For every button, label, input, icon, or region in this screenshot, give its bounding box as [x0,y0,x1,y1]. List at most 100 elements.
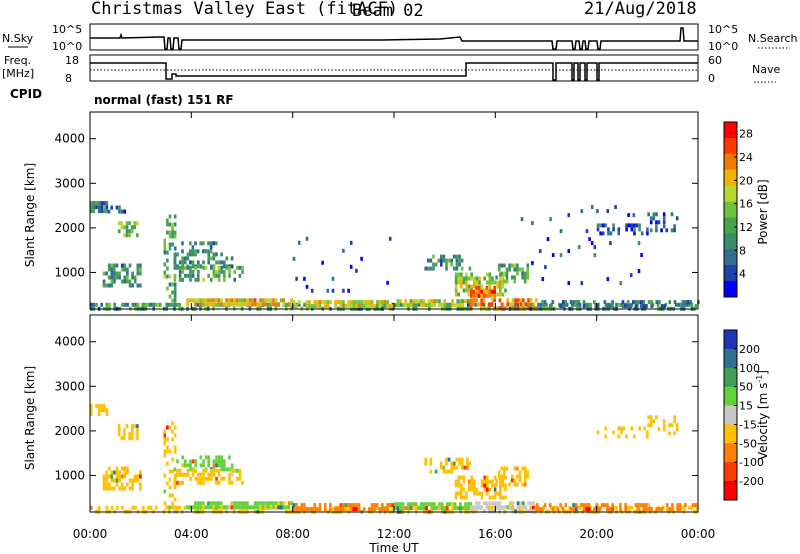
data-cell [362,300,366,305]
data-cell [217,459,221,464]
data-cell [212,302,215,307]
data-cell [212,472,216,477]
data-cell [455,258,459,263]
data-cell [230,472,234,477]
data-cell [626,300,630,305]
data-cell [204,265,208,270]
data-cell [522,298,525,303]
data-cell [282,298,286,303]
data-cell [102,474,106,479]
data-cell [201,501,205,506]
data-cell [524,302,528,307]
data-cell [460,266,464,271]
data-cell [521,482,524,487]
data-cell [282,505,286,510]
data-cell [178,260,182,265]
data-cell [603,503,607,508]
data-cell [511,302,515,307]
data-cell [462,479,466,484]
data-cell [643,426,647,431]
data-cell [230,264,234,269]
data-cell [582,503,586,508]
data-cell [274,298,278,303]
colorbar-tick-label: 4 [739,268,746,281]
data-cell [493,298,496,303]
data-cell [466,457,469,462]
data-cell [488,487,492,492]
power-colorbar-label: Power [dB] [756,179,770,244]
data-cell [194,298,197,303]
data-cell [220,505,223,510]
data-cell [123,275,127,280]
data-cell [607,231,610,236]
data-cell [499,284,502,289]
data-cell [396,303,400,308]
data-cell [171,242,174,247]
data-cell [90,412,93,417]
data-cell [514,298,517,303]
data-cell [186,302,189,307]
x-tick-label: 08:00 [275,527,310,541]
data-cell [243,501,247,506]
data-cell [459,303,462,308]
data-cell [259,505,262,510]
data-cell [649,220,653,225]
data-cell [662,419,666,424]
data-cell [445,258,448,263]
data-cell [173,286,177,291]
data-cell [417,506,420,511]
colorbar-swatch [724,348,737,369]
colorbar-swatch [724,153,737,171]
data-cell [352,507,356,512]
data-cell [589,302,592,307]
data-cell [269,501,273,506]
data-cell [166,258,169,263]
data-cell [396,299,400,304]
data-cell [118,486,121,491]
data-cell [519,306,522,311]
data-cell [561,304,565,309]
data-cell [128,283,132,288]
data-cell [488,289,491,294]
data-cell [580,503,583,508]
data-cell [118,470,121,475]
data-cell [175,505,179,510]
data-cell [212,459,216,464]
data-cell [220,455,223,460]
data-cell [230,298,234,303]
data-cell [480,284,484,289]
data-cell [681,300,685,305]
data-cell [394,506,397,511]
data-cell [453,461,456,466]
data-cell [223,264,226,269]
data-cell [523,275,527,280]
data-cell [578,505,582,510]
colorbar-swatch [724,137,737,155]
data-cell [564,300,568,305]
station-title: Christmas Valley East (fitACF) [91,0,398,19]
data-cell [105,271,108,276]
data-cell [131,482,134,487]
data-cell [261,505,265,510]
data-cell [133,221,137,226]
data-cell [128,486,132,491]
data-cell [475,509,478,514]
y-tick-label: 3000 [54,379,85,393]
data-cell [191,459,195,464]
data-cell [115,275,119,280]
data-cell [521,267,524,272]
data-cell [560,505,564,510]
data-cell [238,302,241,307]
data-cell [458,262,461,267]
data-cell [130,424,134,429]
data-cell [233,505,236,510]
data-cell [518,267,522,272]
data-cell [201,298,205,303]
data-cell [475,505,478,510]
data-cell [344,507,348,512]
data-cell [607,227,610,232]
data-cell [126,302,129,307]
x-tick-label: 00:00 [73,527,108,541]
colorbar-tick-label: 200 [739,343,760,356]
data-cell [97,412,101,417]
